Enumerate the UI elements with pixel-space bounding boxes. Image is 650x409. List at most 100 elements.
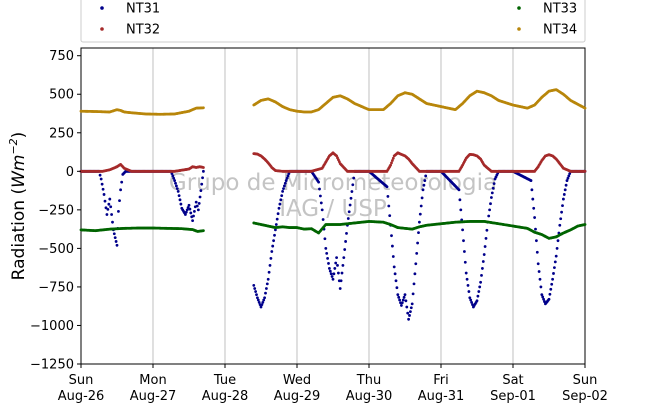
- data-point: [529, 179, 533, 182]
- data-point: [260, 303, 264, 307]
- data-point: [390, 234, 393, 238]
- data-point: [194, 200, 198, 204]
- data-point: [335, 256, 338, 260]
- data-point: [112, 232, 116, 236]
- data-point: [345, 231, 348, 235]
- data-point: [565, 179, 569, 182]
- data-point: [548, 292, 552, 296]
- data-point: [265, 287, 268, 290]
- data-point: [319, 194, 322, 198]
- data-point: [395, 286, 399, 290]
- legend-marker: [517, 27, 521, 31]
- data-point: [256, 296, 259, 300]
- data-point: [271, 244, 275, 248]
- data-point: [553, 266, 556, 270]
- data-point: [535, 250, 539, 254]
- data-point: [277, 206, 281, 210]
- data-point: [197, 202, 201, 205]
- data-point: [554, 254, 558, 258]
- data-point: [274, 228, 277, 232]
- data-point: [476, 294, 480, 298]
- data-point: [175, 187, 179, 191]
- data-point: [477, 290, 481, 293]
- data-point: [263, 296, 266, 300]
- data-point: [107, 202, 111, 206]
- data-point: [480, 273, 483, 277]
- data-point: [185, 208, 189, 212]
- data-point: [106, 207, 110, 211]
- data-point: [393, 272, 397, 276]
- data-point: [282, 187, 285, 191]
- data-point: [408, 314, 411, 317]
- data-point: [192, 214, 195, 218]
- data-point: [568, 172, 572, 176]
- data-point: [331, 277, 335, 281]
- data-point: [254, 290, 257, 293]
- data-point: [276, 212, 280, 216]
- data-point: [387, 204, 391, 208]
- legend-label: NT34: [543, 23, 577, 38]
- data-point: [320, 208, 324, 212]
- data-point: [255, 293, 258, 297]
- legend-label: NT33: [543, 2, 577, 17]
- data-point: [202, 106, 205, 110]
- data-point: [98, 173, 102, 177]
- data-point: [567, 174, 571, 178]
- data-point: [324, 246, 328, 250]
- y-axis: −1250 −1000 −750 −500 −250 0 250 500 750: [30, 49, 81, 373]
- data-point: [281, 189, 284, 193]
- data-point: [563, 188, 567, 192]
- data-point: [198, 195, 202, 199]
- data-point: [402, 295, 406, 299]
- data-point: [348, 203, 352, 207]
- data-point: [481, 260, 485, 263]
- data-point: [417, 231, 420, 234]
- x-tick-label-date: Sep-02: [562, 389, 608, 404]
- data-point: [490, 191, 494, 195]
- data-point: [484, 236, 488, 240]
- data-point: [114, 240, 118, 243]
- data-point: [325, 252, 329, 255]
- data-point: [102, 193, 106, 196]
- data-point: [256, 298, 260, 302]
- y-tick-label: 0: [66, 165, 74, 180]
- x-tick-label-day: Mon: [139, 373, 166, 388]
- legend-marker: [100, 6, 104, 10]
- data-point: [264, 291, 267, 295]
- data-point: [424, 174, 428, 178]
- data-point: [531, 197, 535, 201]
- data-point: [109, 205, 113, 209]
- data-point: [391, 159, 394, 162]
- data-point: [323, 237, 327, 241]
- data-point: [532, 206, 536, 210]
- data-point: [177, 194, 181, 197]
- data-point: [196, 208, 200, 212]
- data-point: [556, 239, 560, 243]
- data-point: [334, 261, 338, 265]
- data-point: [388, 214, 392, 218]
- data-point: [464, 271, 468, 275]
- data-point: [268, 263, 272, 267]
- y-axis-label: Radiation (Wm−2): [7, 132, 29, 281]
- data-point: [466, 283, 470, 287]
- data-point: [317, 180, 320, 184]
- data-point: [178, 198, 182, 202]
- x-tick-label-day: Sat: [502, 373, 523, 388]
- data-point: [463, 260, 467, 264]
- x-tick-label-date: Sep-01: [490, 389, 536, 404]
- data-point: [479, 280, 482, 284]
- data-point: [416, 241, 419, 245]
- data-point: [120, 180, 124, 184]
- data-point: [187, 203, 191, 207]
- data-point: [470, 300, 473, 304]
- data-point: [343, 248, 347, 251]
- data-point: [269, 257, 273, 260]
- data-point: [176, 189, 180, 193]
- data-point: [108, 197, 112, 201]
- data-point: [409, 306, 413, 310]
- data-point: [327, 262, 330, 265]
- data-point: [200, 182, 204, 186]
- data-point: [201, 176, 204, 180]
- data-point: [560, 210, 563, 214]
- data-point: [405, 305, 409, 309]
